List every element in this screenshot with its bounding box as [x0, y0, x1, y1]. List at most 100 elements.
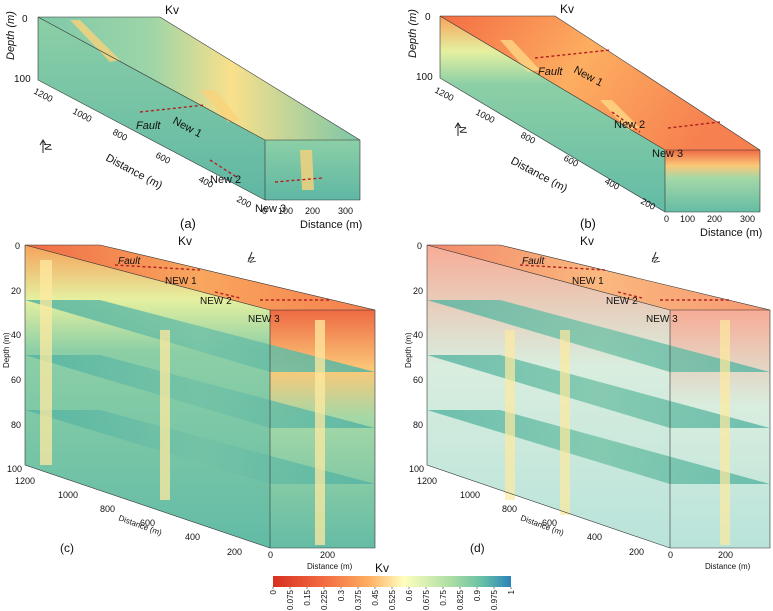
panel-a: Kv Depth (m) 0 100 1200 1000 800 600 400… — [5, 3, 362, 231]
panel-a-dist-tick-200: 200 — [235, 194, 253, 210]
panel-b-side-face — [440, 16, 665, 212]
panel-c-new2-line — [214, 291, 241, 299]
panel-b-label: (b) — [580, 216, 596, 231]
panel-c-label: (c) — [60, 541, 74, 555]
panel-c-annot-fault: Fault — [118, 256, 141, 267]
panel-d-width-tick-200: 200 — [718, 550, 733, 560]
colorbar-tick-label: 0.375 — [354, 589, 363, 610]
panel-c-dist-tick-600: 600 — [140, 518, 155, 528]
panel-b-width-ticks: 0 100 200 300 — [664, 214, 755, 224]
panel-d-dist-tick-1200: 1200 — [417, 476, 437, 486]
panel-c-annot-new1: NEW 1 — [165, 276, 197, 287]
panel-c-north-arrow: N — [246, 251, 258, 265]
panel-d-side-face — [427, 245, 670, 548]
panel-a-dist-tick-800: 800 — [111, 127, 129, 143]
colorbar-tick-label: 0.075 — [286, 589, 295, 610]
panel-c-width-label: Distance (m) — [307, 562, 353, 571]
panel-a-annot-new3: New 3 — [255, 203, 286, 215]
panel-b-fault-line — [534, 49, 611, 59]
colorbar-tick-label: 0.825 — [456, 589, 465, 610]
panel-a-side-face — [38, 17, 265, 200]
panel-d-depth-ticks: 0 20 40 60 80 100 — [409, 241, 424, 474]
panel-b-width-tick-0: 0 — [664, 214, 669, 224]
panel-d-top-face — [427, 245, 770, 310]
panel-b-front-face — [665, 150, 760, 212]
panel-c-width-tick-0: 0 — [268, 550, 273, 560]
panel-b-north-label: N — [458, 125, 470, 135]
colorbar-tick-label: 0.9 — [473, 589, 482, 601]
colorbar-tick-label: 0.75 — [439, 589, 448, 605]
colorbar-ticks: 0 0.075 0.15 0.225 0.3 0.375 0.45 0.525 0.6 0.675… — [269, 587, 516, 610]
panel-b-width-tick-100: 100 — [680, 214, 695, 224]
panel-d-annot-fault: Fault — [522, 256, 545, 267]
panel-d-dist-tick-800: 800 — [502, 504, 517, 514]
panel-d-label: (d) — [470, 541, 485, 555]
panel-d-title: Kv — [580, 234, 594, 248]
panel-c-annot-new2: NEW 2 — [200, 296, 232, 307]
panel-d-depth-tick-20: 20 — [413, 286, 423, 296]
panel-c-title: Kv — [178, 234, 192, 248]
panel-d: Kv Depth (m) 0 20 40 60 80 100 1200 1000… — [404, 234, 771, 571]
panel-d-depth-tick-100: 100 — [409, 464, 424, 474]
colorbar-tick-label: 0.3 — [337, 589, 346, 601]
panel-d-depth-tick-40: 40 — [413, 330, 423, 340]
panel-b-width-tick-200: 200 — [707, 214, 722, 224]
panel-d-dist-tick-1000: 1000 — [460, 490, 480, 500]
panel-a-width-tick-100: 100 — [278, 206, 293, 216]
panel-a-dist-tick-600: 600 — [154, 150, 172, 166]
panel-c-depth-tick-40: 40 — [11, 330, 21, 340]
panel-c-slice-60 — [25, 355, 375, 428]
panel-d-dist-tick-400: 400 — [587, 532, 602, 542]
panel-a-width-ticks: 0 100 200 300 — [262, 206, 353, 216]
panel-c-slice-80 — [25, 410, 375, 484]
colorbar-tick-label: 0.6 — [405, 589, 414, 601]
panel-d-depth-tick-0: 0 — [417, 241, 422, 251]
panel-c-north-label: N — [246, 255, 258, 265]
panel-d-slice-40 — [427, 300, 770, 372]
panel-b-depth-tick-0: 0 — [425, 12, 431, 23]
colorbar: Kv 0 0.075 0.15 0.225 0.3 0.375 0.45 0.525 0.6 0.… — [269, 561, 516, 610]
panel-a-title: Kv — [165, 3, 179, 17]
panel-b-cool-streaks — [500, 40, 640, 130]
panel-d-depth-tick-80: 80 — [413, 420, 423, 430]
panel-c-dist-tick-1200: 1200 — [15, 476, 35, 486]
panel-c-depth-tick-0: 0 — [15, 241, 20, 251]
panel-a-dist-tick-1000: 1000 — [71, 106, 93, 124]
panel-c-annot-new3: NEW 3 — [248, 314, 280, 325]
panel-c-side-face — [25, 245, 270, 548]
panel-d-depth-tick-60: 60 — [413, 375, 423, 385]
panel-c-depth-tick-80: 80 — [11, 420, 21, 430]
panel-b-north-arrow: N — [454, 122, 470, 136]
panel-d-dist-tick-600: 600 — [542, 518, 557, 528]
panel-a-new3-line — [274, 177, 323, 183]
panel-c-dist-tick-800: 800 — [100, 504, 115, 514]
panel-a-warm-streaks — [70, 20, 314, 190]
colorbar-tick-label: 0.675 — [422, 589, 431, 610]
panel-b-annot-new3: New 3 — [652, 148, 683, 160]
panel-b-annot-fault: Fault — [538, 66, 563, 78]
colorbar-tick-label: 0.525 — [388, 589, 397, 610]
panel-c-dist-tick-200: 200 — [227, 547, 242, 557]
panel-d-distance-ticks: 1200 1000 800 600 400 200 — [417, 476, 644, 557]
panel-c-width-tick-200: 200 — [320, 550, 335, 560]
panel-d-depth-label: Depth (m) — [404, 332, 413, 368]
panel-d-new2-line — [617, 291, 643, 299]
panel-b-dist-tick-1200: 1200 — [433, 85, 455, 103]
panel-a-depth-tick-0: 0 — [22, 14, 28, 25]
panel-a-depth-label: Depth (m) — [5, 11, 17, 60]
panel-c-distance-ticks: 1200 1000 800 600 400 200 — [15, 476, 242, 557]
panel-a-width-tick-300: 300 — [338, 206, 353, 216]
panel-a-top-face — [38, 17, 360, 140]
panel-d-annot-new3: NEW 3 — [646, 314, 678, 325]
panel-b-width-tick-300: 300 — [740, 214, 755, 224]
panel-c-depth-ticks: 0 20 40 60 80 100 — [7, 241, 22, 474]
panel-c-depth-label: Depth (m) — [2, 332, 11, 368]
panel-b-annot-new2: New 2 — [614, 119, 645, 131]
panel-d-north-arrow: N — [650, 251, 662, 265]
panel-b-depth-tick-100: 100 — [416, 72, 433, 83]
panel-d-north-label: N — [650, 255, 662, 265]
panel-d-warm-streaks — [505, 320, 730, 545]
panel-a-depth-tick-100: 100 — [14, 74, 31, 85]
panel-c-slice-40 — [25, 300, 375, 372]
